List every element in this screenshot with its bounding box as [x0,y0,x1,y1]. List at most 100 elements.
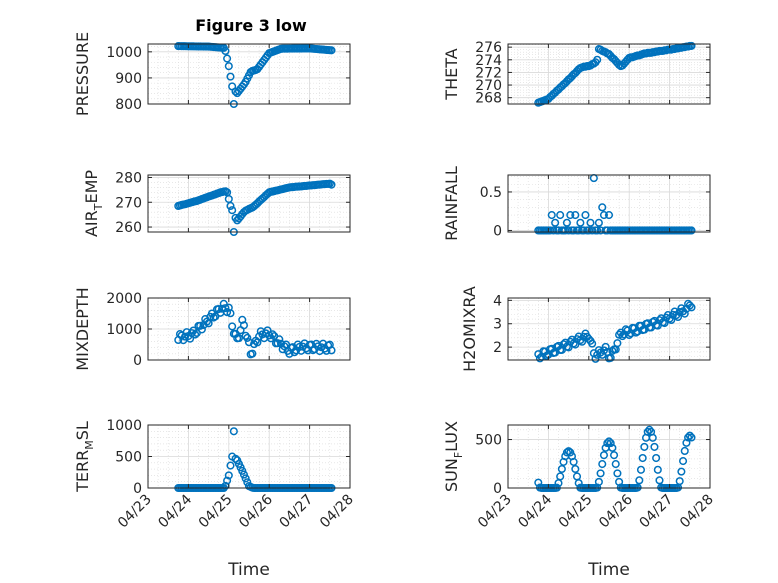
data-point [229,427,238,436]
data-point [239,470,248,479]
x-tick-label: 04/26 [596,491,636,531]
axes-box [147,43,351,105]
y-tick-label: 268 [475,91,502,107]
y-axis-label: PRESSURE [73,32,92,116]
data-point [226,72,235,81]
y-tick-label: 0.5 [480,185,502,201]
data-point [687,303,696,312]
data-point [549,226,558,235]
data-point [613,339,622,348]
data-point [566,448,575,457]
data-point [223,476,232,485]
data-point [226,461,235,470]
data-point [327,180,336,189]
y-tick-label: 3 [493,317,502,333]
data-point [648,433,657,442]
data-point [191,330,200,339]
x-tick-label: 04/24 [155,491,195,531]
data-point [613,469,622,478]
data-point [687,226,696,235]
data-point [687,41,696,50]
y-tick-label: 272 [475,65,502,81]
y-tick-label: 274 [475,53,502,69]
x-tick-label: 04/27 [277,492,317,532]
data-point [593,55,602,64]
data-point [327,346,336,355]
data-point [611,460,620,469]
data-point [645,425,654,434]
y-tick-label: 0 [493,223,502,239]
data-point [593,226,602,235]
data-point [197,325,206,334]
data-point [557,464,566,474]
data-point [238,466,247,475]
data-point [241,331,250,340]
x-tick-label: 04/23 [115,492,155,532]
y-axis-label: SUNFLUX [442,421,465,492]
data-point [221,304,230,313]
data-point [673,312,683,322]
x-tick-label: 04/24 [515,491,555,531]
data-point [667,315,676,325]
data-point [576,218,585,227]
data-point [571,211,580,220]
data-point [677,467,686,476]
axes-box [507,297,711,361]
data-point [682,438,691,447]
data-point [556,211,565,220]
data-point [601,342,610,351]
data-point [591,354,600,363]
subplot-mixdepth: 0 1000 2000 MIXDEPTH [73,287,351,371]
y-tick-label: 1000 [106,45,142,61]
data-point [687,433,696,442]
x-tick-label: 04/25 [196,492,236,532]
data-point [598,460,607,469]
data-point [640,442,649,451]
y-tick-label: 270 [475,78,502,94]
y-tick-label: 1000 [106,418,142,434]
subplot-h2omixra: 2 3 4 H2OMIXRA [460,286,711,372]
plot-area [508,425,710,488]
data-point [608,443,617,452]
data-point [599,451,609,460]
data-point [571,464,580,474]
y-axis-label: RAINFALL [442,166,461,241]
data-point [650,442,659,451]
data-point [226,309,235,318]
data-point [322,346,331,355]
data-point [635,476,644,485]
data-point [273,339,282,348]
axes-box [507,43,711,105]
data-point [685,431,694,440]
axes-box [507,174,711,233]
data-point [581,211,590,220]
data-point [578,337,587,346]
subplot-rainfall: 0 0.5 RAINFALL [442,166,711,241]
y-tick-label: 280 [115,170,142,186]
y-tick-label: 4 [493,293,502,309]
data-point [562,218,571,227]
data-point [219,299,228,308]
data-point [579,226,588,235]
x-tick-label: 04/28 [317,492,357,532]
data-point [275,335,284,344]
data-point [248,349,257,358]
data-point [586,218,595,227]
data-point [243,333,252,342]
y-tick-label: 270 [115,195,142,211]
data-point [606,439,615,448]
data-point [603,439,612,448]
data-point [221,46,230,56]
x-tick-label: 04/23 [475,492,515,532]
figure-title: Figure 3 low [195,16,307,35]
y-tick-label: 260 [115,220,142,236]
data-point [604,211,614,220]
data-point [223,54,232,63]
data-point [241,474,250,483]
y-tick-label: 500 [115,450,142,466]
data-point [547,211,556,220]
data-point [596,469,605,478]
data-point [599,211,609,220]
